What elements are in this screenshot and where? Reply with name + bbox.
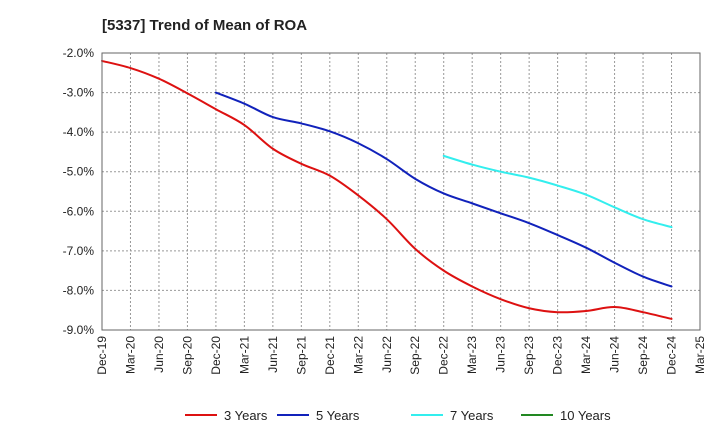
chart-title: [5337] Trend of Mean of ROA: [102, 17, 307, 34]
y-tick-label: -6.0%: [63, 204, 95, 218]
legend-label: 5 Years: [316, 408, 360, 423]
y-tick-label: -2.0%: [63, 46, 95, 60]
x-tick-label: Dec-19: [95, 336, 109, 375]
x-tick-label: Jun-21: [266, 336, 280, 373]
x-tick-label: Jun-22: [380, 336, 394, 373]
x-tick-label: Sep-24: [636, 336, 650, 375]
x-tick-label: Dec-20: [209, 336, 223, 375]
series-line-5-years: [214, 91, 673, 288]
x-tick-label: Sep-22: [408, 336, 422, 375]
legend-label: 7 Years: [450, 408, 494, 423]
legend-label: 10 Years: [560, 408, 611, 423]
x-tick-label: Jun-24: [608, 336, 622, 373]
y-tick-label: -4.0%: [63, 125, 95, 139]
x-tick-label: Dec-23: [551, 336, 565, 375]
x-tick-label: Jun-20: [152, 336, 166, 373]
x-tick-label: Jun-23: [494, 336, 508, 373]
x-tick-label: Mar-20: [123, 336, 137, 374]
y-tick-label: -9.0%: [63, 323, 95, 337]
series-line-3-years: [101, 59, 673, 320]
x-tick-label: Mar-22: [351, 336, 365, 374]
x-tick-label: Dec-21: [323, 336, 337, 375]
x-tick-label: Dec-24: [665, 336, 679, 375]
series-lines: [101, 59, 673, 320]
y-axis-tick-labels: -2.0% -3.0% -4.0% -5.0% -6.0% -7.0% -8.0% -9.0%: [63, 46, 95, 337]
x-tick-label: Sep-23: [522, 336, 536, 375]
x-tick-label: Dec-22: [437, 336, 451, 375]
legend-label: 3 Years: [224, 408, 268, 423]
plot-area-frame: [101, 52, 701, 331]
y-tick-label: -5.0%: [63, 165, 95, 179]
x-tick-label: Mar-21: [237, 336, 251, 374]
y-tick-label: -8.0%: [63, 283, 95, 297]
y-tick-label: -3.0%: [63, 86, 95, 100]
x-tick-label: Sep-21: [294, 336, 308, 375]
legend: 3 Years 5 Years 7 Years 10 Years: [185, 408, 611, 423]
x-tick-label: Mar-24: [579, 336, 593, 374]
y-tick-label: -7.0%: [63, 244, 95, 258]
series-line-7-years: [442, 154, 673, 229]
x-tick-label: Sep-20: [180, 336, 194, 375]
x-axis-tick-labels: Dec-19 Mar-20 Jun-20 Sep-20 Dec-20 Mar-21 Jun-…: [95, 336, 707, 375]
x-tick-label: Mar-25: [693, 336, 707, 374]
x-tick-label: Mar-23: [465, 336, 479, 374]
